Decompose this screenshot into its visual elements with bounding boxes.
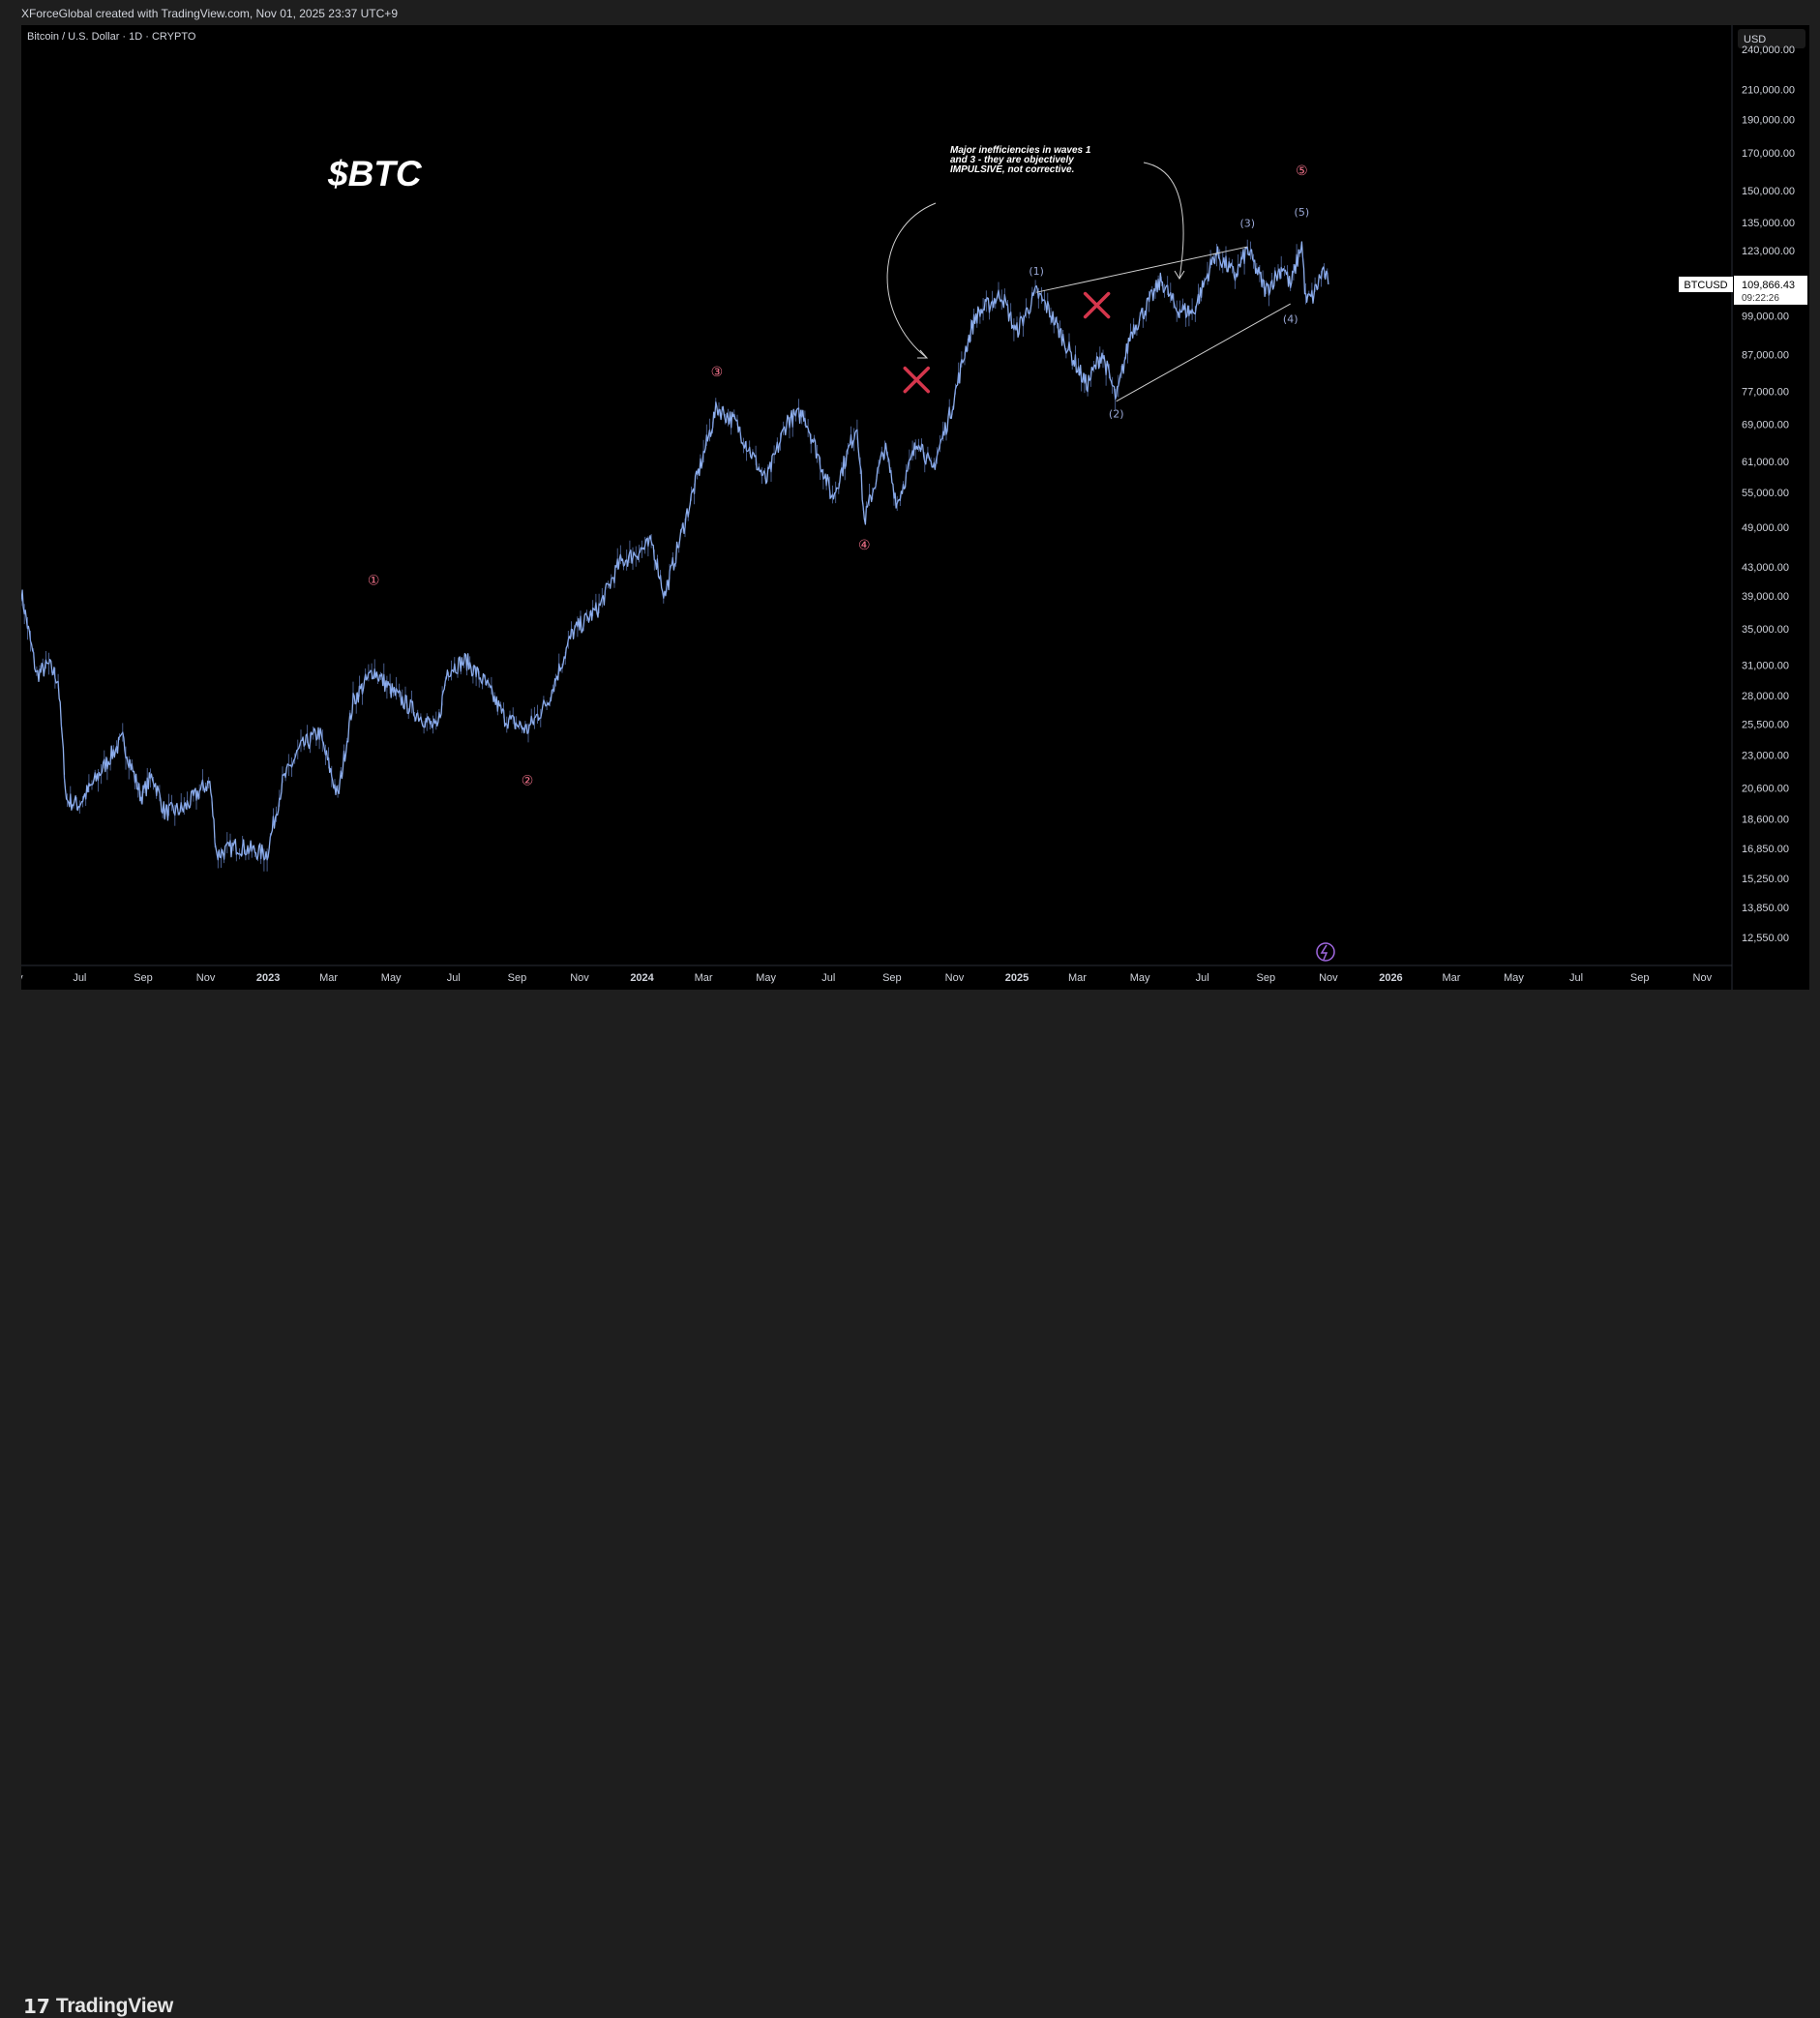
x-tick-label: Jul [447, 972, 461, 984]
wedge-upper-line [1036, 246, 1248, 293]
x-tick-label: 2026 [1379, 972, 1402, 984]
wave-label: ② [522, 774, 534, 789]
wave-label: ④ [858, 538, 871, 553]
x-tick-label: Mar [319, 972, 338, 984]
x-tick-label: Nov [570, 972, 589, 984]
y-tick-label: 123,000.00 [1742, 246, 1795, 257]
x-tick-label: Nov [1319, 972, 1338, 984]
annotation-arrow-right [1143, 162, 1184, 280]
y-tick-label: 20,600.00 [1742, 784, 1789, 795]
currency-selector: USD [1744, 34, 1766, 45]
chart-title: Bitcoin / U.S. Dollar · 1D · CRYPTO [27, 31, 196, 43]
tradingview-logo[interactable]: 17 TradingView [23, 1995, 173, 2018]
y-tick-label: 77,000.00 [1742, 387, 1789, 399]
x-tick-label: Mar [1068, 972, 1087, 984]
y-tick-label: 170,000.00 [1742, 148, 1795, 160]
y-tick-label: 25,500.00 [1742, 719, 1789, 730]
x-tick-label: Sep [1257, 972, 1276, 984]
y-tick-label: 39,000.00 [1742, 591, 1789, 603]
y-tick-label: 16,850.00 [1742, 844, 1789, 855]
x-mark-icon [1083, 291, 1111, 319]
credit-line: XForceGlobal created with TradingView.co… [21, 7, 398, 20]
wave-label: (3) [1239, 218, 1255, 230]
price-tag: 109,866.43 [1742, 280, 1795, 291]
y-tick-label: 99,000.00 [1742, 311, 1789, 322]
y-tick-label: 150,000.00 [1742, 186, 1795, 197]
wave-label: (2) [1109, 408, 1124, 421]
y-tick-label: 49,000.00 [1742, 522, 1789, 534]
x-tick-label: Mar [1442, 972, 1460, 984]
arrow-head-icon [1174, 270, 1185, 280]
x-tick-label: Jul [1196, 972, 1209, 984]
x-tick-label: Nov [945, 972, 965, 984]
x-tick-label: May [756, 972, 776, 984]
x-tick-label: Sep [134, 972, 153, 984]
currency-selector-bg [1738, 29, 1805, 48]
arrow-head-icon [917, 349, 929, 359]
x-tick-label: Nov [1693, 972, 1713, 984]
wave-label: (4) [1283, 312, 1298, 325]
x-tick-label: May [381, 972, 402, 984]
y-tick-label: 28,000.00 [1742, 691, 1789, 702]
tradingview-logo-icon: 17 [23, 1995, 50, 2018]
x-tick-label: Jul [73, 972, 86, 984]
y-tick-label: 15,250.00 [1742, 874, 1789, 885]
x-tick-label: Sep [882, 972, 902, 984]
wave-label: ③ [711, 365, 724, 380]
annotation-line: Major inefficiencies in waves 1 [950, 145, 1091, 156]
annotation-text: Major inefficiencies in waves 1 and 3 - t… [950, 145, 1091, 175]
lightning-icon [1316, 942, 1335, 962]
wedge-lower-line [1116, 303, 1291, 402]
y-tick-label: 61,000.00 [1742, 457, 1789, 468]
top-bar: XForceGlobal created with TradingView.co… [0, 0, 1820, 25]
chart-frame[interactable]: USD 240,000.00 210,000.00 190,000.00 170,000… [21, 25, 1809, 990]
y-tick-label: 210,000.00 [1742, 84, 1795, 96]
x-tick-label: May [1504, 972, 1524, 984]
bottom-bar: 17 TradingView [0, 990, 1820, 2018]
symbol-tag: BTCUSD [1684, 280, 1727, 291]
lightning-bolt-icon [1320, 944, 1328, 961]
x-tick-label: Jul [821, 972, 835, 984]
x-tick-label: ay [21, 972, 23, 984]
y-tick-label: 55,000.00 [1742, 488, 1789, 499]
y-tick-label: 87,000.00 [1742, 350, 1789, 362]
x-tick-label: 2024 [630, 972, 654, 984]
x-tick-label: Sep [1630, 972, 1650, 984]
x-tick-label: May [1130, 972, 1150, 984]
annotation-arrow-left [886, 202, 937, 359]
wave-label: ① [368, 573, 380, 588]
price-series-line [21, 241, 1329, 861]
wave-label: (5) [1295, 206, 1310, 219]
symbol-tag-bg [1679, 276, 1733, 292]
x-mark-icon [903, 366, 931, 394]
y-tick-label: 12,550.00 [1742, 933, 1789, 944]
btc-overlay-title: $BTC [327, 154, 423, 193]
wave-label: ⑤ [1296, 163, 1308, 179]
y-tick-label: 31,000.00 [1742, 661, 1789, 672]
y-tick-label: 69,000.00 [1742, 420, 1789, 431]
brand-name: TradingView [55, 1995, 173, 2017]
x-tick-label: Nov [196, 972, 216, 984]
y-tick-label: 23,000.00 [1742, 750, 1789, 761]
x-tick-label: 2023 [256, 972, 280, 984]
y-tick-label: 18,600.00 [1742, 814, 1789, 825]
y-tick-label: 35,000.00 [1742, 624, 1789, 636]
price-tag-bg [1734, 275, 1807, 305]
y-tick-label: 135,000.00 [1742, 218, 1795, 229]
annotation-line: IMPULSIVE, not corrective. [950, 164, 1074, 175]
y-tick-label: 240,000.00 [1742, 45, 1795, 56]
wave-label: (1) [1029, 265, 1044, 278]
y-tick-label: 190,000.00 [1742, 115, 1795, 127]
x-tick-label: Sep [508, 972, 527, 984]
countdown-tag: 09:22:26 [1742, 293, 1779, 304]
y-axis-panel [1732, 25, 1809, 990]
y-tick-label: 43,000.00 [1742, 562, 1789, 574]
y-tick-label: 13,850.00 [1742, 903, 1789, 914]
x-tick-label: Jul [1569, 972, 1583, 984]
x-tick-label: 2025 [1005, 972, 1029, 984]
annotation-line: and 3 - they are objectively [950, 155, 1074, 165]
x-tick-label: Mar [695, 972, 713, 984]
